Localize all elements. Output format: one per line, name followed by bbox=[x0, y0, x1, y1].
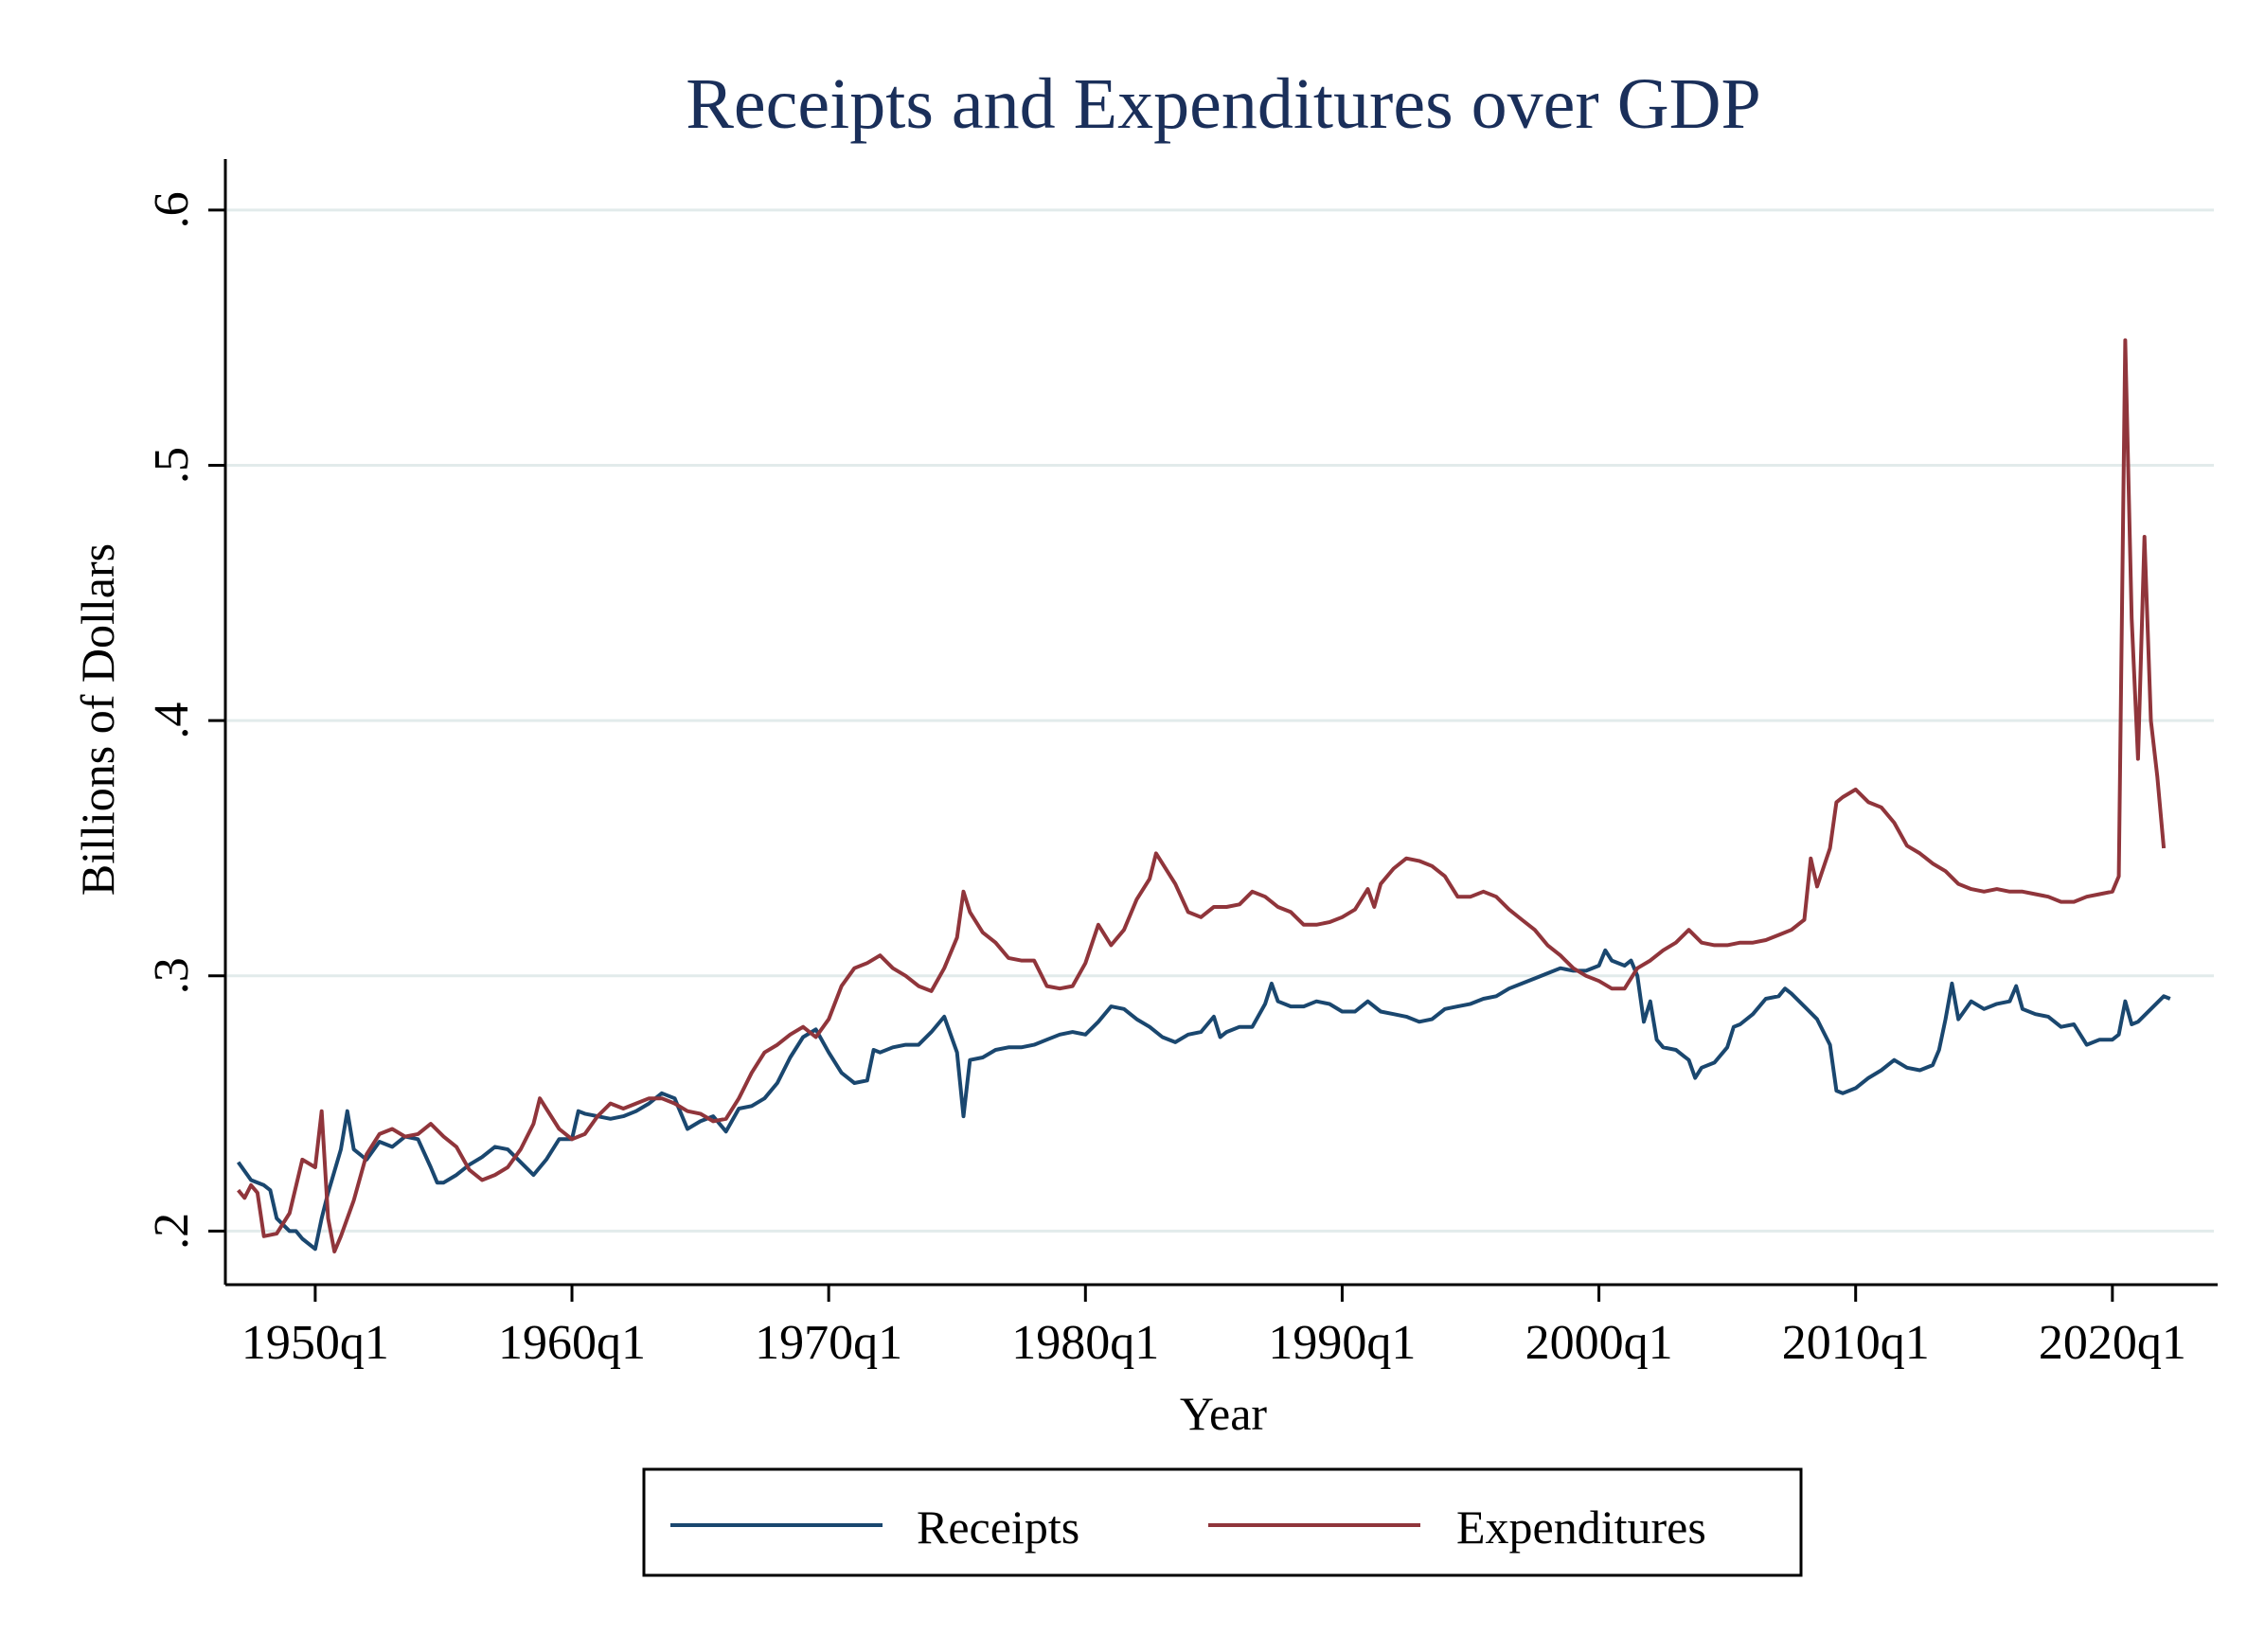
legend: Receipts Expenditures bbox=[642, 1467, 1803, 1577]
y-tick-label-1: .3 bbox=[145, 957, 199, 994]
y-tick-label-0: .2 bbox=[145, 1213, 199, 1250]
x-tick-label-0: 1950q1 bbox=[241, 1316, 389, 1370]
x-axis-label: Year bbox=[1180, 1387, 1267, 1440]
x-tick-label-7: 2020q1 bbox=[2039, 1316, 2186, 1370]
y-tick-label-4: .6 bbox=[145, 191, 199, 228]
y-axis-label: Billions of Dollars bbox=[71, 543, 124, 896]
series-line-expenditures bbox=[237, 338, 2167, 1253]
x-axis-ticks: 1950q1 1960q1 1970q1 1980q1 1990q1 2000q1 2010… bbox=[241, 1285, 2186, 1370]
chart-title: Receipts and Expenditures over GDP bbox=[686, 64, 1761, 144]
y-tick-label-2: .4 bbox=[145, 702, 199, 739]
legend-box bbox=[642, 1467, 1803, 1577]
x-tick-label-6: 2010q1 bbox=[1782, 1316, 1930, 1370]
gridlines bbox=[227, 208, 2214, 1233]
x-tick-label-5: 2000q1 bbox=[1525, 1316, 1673, 1370]
x-tick-label-2: 1970q1 bbox=[755, 1316, 902, 1370]
x-tick-label-4: 1990q1 bbox=[1268, 1316, 1416, 1370]
legend-label-receipts: Receipts bbox=[917, 1501, 1079, 1554]
series-lines bbox=[236, 338, 2171, 1253]
y-tick-label-3: .5 bbox=[145, 447, 199, 484]
x-tick-label-3: 1980q1 bbox=[1011, 1316, 1159, 1370]
series-line-receipts bbox=[236, 948, 2171, 1252]
legend-label-expenditures: Expenditures bbox=[1456, 1501, 1706, 1554]
x-tick-label-1: 1960q1 bbox=[498, 1316, 646, 1370]
y-axis-ticks: .2 .3 .4 .5 .6 bbox=[145, 191, 225, 1250]
